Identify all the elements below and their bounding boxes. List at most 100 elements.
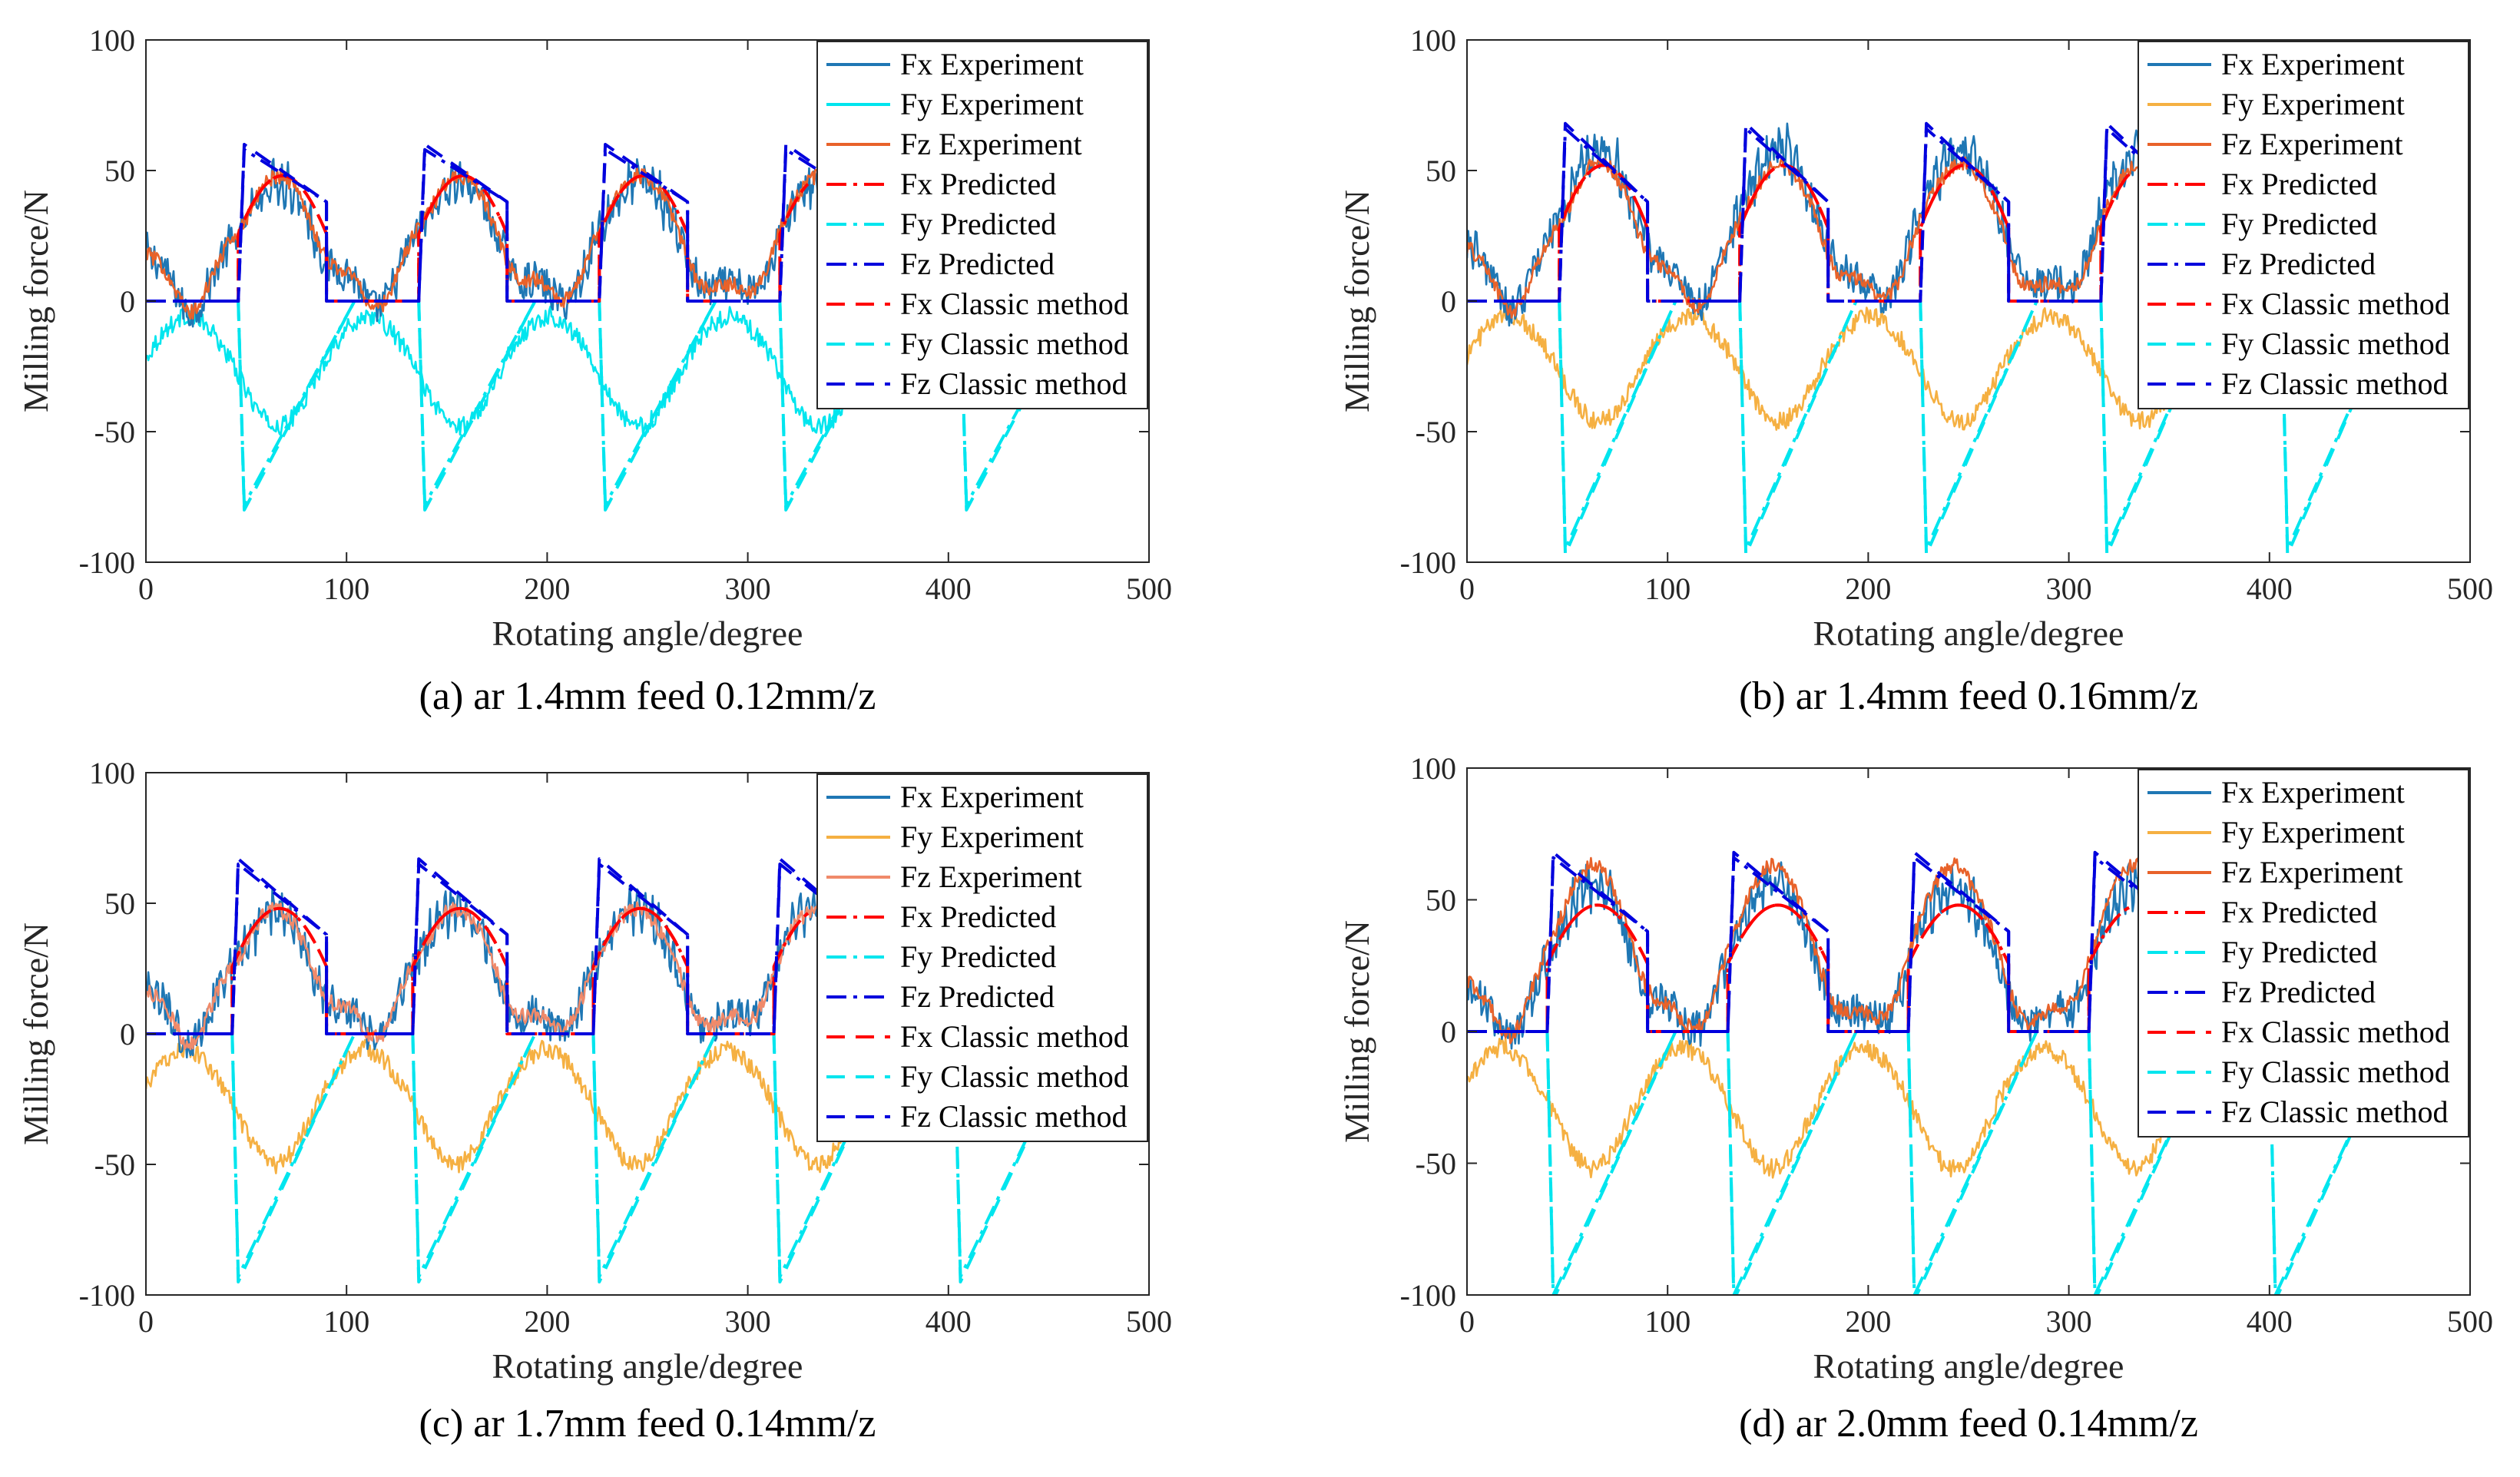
x-tick-label: 400: [926, 571, 972, 606]
legend-label: Fz Experiment: [2221, 855, 2403, 889]
y-tick-label: 100: [89, 756, 135, 790]
legend-label: Fz Predicted: [2221, 247, 2376, 281]
legend-label: Fz Predicted: [900, 247, 1055, 281]
series-line: [1467, 1037, 2170, 1179]
x-tick-label: 500: [2447, 1304, 2493, 1339]
y-tick-label: 100: [1410, 751, 1456, 786]
x-tick-label: 500: [1126, 571, 1172, 606]
y-tick-label: 0: [1441, 1015, 1456, 1049]
series-group: [146, 857, 1078, 1283]
series-line: [146, 167, 849, 320]
legend-label: Fy Classic method: [2221, 326, 2450, 361]
legend-label: Fx Predicted: [900, 899, 1056, 934]
legend-label: Fx Experiment: [2221, 775, 2405, 810]
x-tick-label: 200: [524, 1304, 570, 1339]
y-tick-label: 50: [1426, 154, 1456, 188]
series-line: [1467, 306, 2170, 431]
legend-label: Fy Experiment: [900, 820, 1084, 854]
legend: Fx Experiment Fy Experiment Fz Experiment F…: [2138, 41, 2469, 409]
legend-label: Fz Classic method: [2221, 366, 2449, 401]
series-line: [237, 300, 1078, 507]
x-tick-label: 100: [1644, 571, 1690, 606]
y-tick-label: -100: [1400, 1278, 1456, 1313]
x-tick-label: 0: [1459, 571, 1475, 606]
x-tick-label: 200: [1845, 571, 1891, 606]
x-tick-label: 100: [323, 1304, 369, 1339]
legend-label: Fx Classic method: [2221, 286, 2450, 321]
panel-caption: (a) ar 1.4mm feed 0.12mm/z: [419, 674, 876, 718]
y-tick-label: -50: [1416, 1147, 1456, 1181]
x-tick-label: 200: [524, 571, 570, 606]
legend: Fx Experiment Fy Experiment Fz Experiment F…: [816, 41, 1148, 409]
y-tick-label: -100: [1400, 545, 1456, 580]
series-line: [1467, 856, 2170, 1045]
legend-label: Fz Predicted: [2221, 975, 2376, 1009]
chart-panel: 0 100 200 300 400 500 -100 -50 0 50 100 Rotating an…: [1337, 751, 2493, 1446]
series-line: [146, 143, 849, 303]
x-tick-label: 300: [725, 571, 771, 606]
legend-label: Fx Classic method: [2221, 1015, 2450, 1049]
legend-label: Fy Experiment: [900, 87, 1084, 121]
legend-label: Fy Predicted: [900, 939, 1056, 974]
series-line: [146, 901, 848, 1051]
x-axis-label: Rotating angle/degree: [492, 1346, 803, 1386]
legend-label: Fy Classic method: [2221, 1055, 2450, 1089]
y-axis-label: Milling force/N: [16, 190, 55, 412]
series-line: [146, 906, 810, 1035]
x-tick-label: 200: [1845, 1304, 1891, 1339]
chart-panel: 0 100 200 300 400 500 -100 -50 0 50 100 Rotating an…: [16, 756, 1172, 1446]
series-group: [1467, 121, 2399, 556]
series-line: [1467, 856, 2171, 1033]
legend-label: Fy Predicted: [900, 207, 1056, 241]
x-tick-label: 400: [2247, 571, 2293, 606]
y-tick-label: 50: [1426, 883, 1456, 918]
legend-label: Fx Classic method: [900, 1019, 1129, 1054]
x-tick-label: 400: [2247, 1304, 2293, 1339]
y-axis-label: Milling force/N: [16, 922, 55, 1145]
x-axis-label: Rotating angle/degree: [492, 614, 803, 653]
x-tick-label: 0: [138, 571, 154, 606]
panel-caption: (d) ar 2.0mm feed 0.14mm/z: [1739, 1402, 2198, 1446]
series-line: [146, 1038, 849, 1174]
legend-label: Fx Experiment: [2221, 47, 2405, 81]
y-axis-label: Milling force/N: [1337, 190, 1376, 412]
legend-label: Fy Predicted: [2221, 935, 2377, 969]
legend-label: Fx Predicted: [2221, 895, 2377, 929]
legend-label: Fx Experiment: [900, 47, 1084, 81]
y-tick-label: -50: [1416, 415, 1456, 449]
legend-label: Fy Classic method: [900, 326, 1129, 361]
legend-label: Fy Experiment: [2221, 87, 2405, 121]
x-tick-label: 100: [1644, 1304, 1690, 1339]
chart-panel: 0 100 200 300 400 500 -100 -50 0 50 100 Rotating an…: [16, 23, 1172, 718]
legend-label: Fz Predicted: [900, 979, 1055, 1014]
series-line: [1467, 903, 2130, 1033]
legend-label: Fz Experiment: [2221, 127, 2403, 161]
y-tick-label: 50: [104, 154, 135, 188]
legend-label: Fx Classic method: [900, 286, 1129, 321]
series-group: [1467, 850, 2399, 1295]
x-tick-label: 300: [2046, 1304, 2092, 1339]
legend-label: Fx Predicted: [900, 167, 1056, 201]
x-tick-label: 300: [725, 1304, 771, 1339]
legend: Fx Experiment Fy Experiment Fz Experiment F…: [816, 773, 1148, 1142]
y-tick-label: -100: [79, 1278, 135, 1313]
y-tick-label: 100: [89, 23, 135, 58]
panel-caption: (b) ar 1.4mm feed 0.16mm/z: [1739, 674, 2198, 718]
legend-label: Fy Predicted: [2221, 207, 2377, 241]
y-axis-label: Milling force/N: [1337, 920, 1376, 1143]
series-line: [146, 857, 849, 1035]
legend: Fx Experiment Fy Experiment Fz Experiment F…: [2138, 769, 2469, 1138]
x-axis-label: Rotating angle/degree: [1813, 1346, 2124, 1386]
x-axis-label: Rotating angle/degree: [1813, 614, 2124, 653]
x-tick-label: 300: [2046, 571, 2092, 606]
y-tick-label: -50: [94, 415, 135, 449]
y-tick-label: 0: [120, 1017, 135, 1051]
legend-label: Fz Experiment: [900, 127, 1082, 161]
chart-panel: 0 100 200 300 400 500 -100 -50 0 50 100 Rotating an…: [1337, 23, 2493, 718]
series-line: [230, 1033, 1078, 1283]
x-tick-label: 500: [2447, 571, 2493, 606]
x-tick-label: 0: [1459, 1304, 1475, 1339]
x-tick-label: 400: [926, 1304, 972, 1339]
series-group: [146, 143, 1078, 512]
